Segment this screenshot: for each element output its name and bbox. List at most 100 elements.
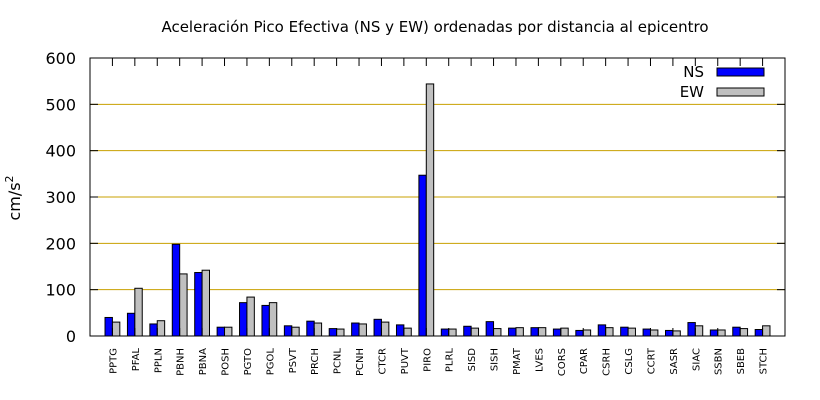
x-tick-label: PPTG xyxy=(108,348,119,374)
bar-ew-pcnl xyxy=(336,328,345,337)
bar-ew-pmat xyxy=(515,327,524,337)
bar-ew-pfal xyxy=(134,287,143,337)
bar-ns-sisd xyxy=(463,325,472,337)
bar-ew-siac xyxy=(694,325,704,337)
x-tick-label: SISH xyxy=(490,348,501,371)
x-tick-label: SISD xyxy=(467,348,478,372)
x-tick-label: PPLN xyxy=(153,348,164,373)
x-tick-label: PCNH xyxy=(355,348,366,376)
bar-ew-ppln xyxy=(156,320,166,337)
bar-ew-sasr xyxy=(672,330,681,337)
bar-ns-prch xyxy=(306,320,315,337)
bar-ns-sbeb xyxy=(732,326,741,337)
y-axis-ticks: 0 100 200 300 400 500 600 xyxy=(45,49,785,346)
bar-ns-puvt xyxy=(395,324,405,337)
bar-ns-psvt xyxy=(283,325,293,337)
bar-ew-posh xyxy=(224,326,233,337)
bar-ew-pgto xyxy=(246,296,255,337)
bar-ns-posh xyxy=(216,326,226,337)
bar-ns-ctcr xyxy=(373,318,382,337)
y-tick-label: 500 xyxy=(45,95,76,114)
bar-ew-pptg xyxy=(111,321,121,337)
bar-ns-pfal xyxy=(126,312,136,337)
bar-ns-stch xyxy=(754,329,764,337)
bar-ns-piro xyxy=(418,174,427,337)
bar-ew-puvt xyxy=(403,327,412,337)
bar-ns-cors xyxy=(552,328,562,337)
x-tick-label: CCRT xyxy=(646,347,657,374)
x-tick-label: PLRL xyxy=(445,348,456,373)
bar-ew-ssbn xyxy=(717,329,726,337)
bar-ns-pptg xyxy=(104,316,113,337)
legend-swatch-ns xyxy=(716,67,765,77)
x-tick-label: PBNA xyxy=(198,348,209,375)
bar-ns-sasr xyxy=(665,329,674,337)
x-tick-label: SASR xyxy=(669,348,680,375)
y-axis-label: cm/s2 xyxy=(3,175,24,220)
bar-ns-csrh xyxy=(597,324,607,337)
x-tick-label: PRCH xyxy=(310,348,321,375)
gridlines xyxy=(90,103,785,291)
x-tick-label: PIRO xyxy=(422,348,433,372)
x-tick-label: PMAT xyxy=(512,347,523,375)
y-tick-label: 100 xyxy=(45,281,76,300)
bar-ew-psvt xyxy=(291,326,300,337)
x-tick-label: PSVT xyxy=(288,347,299,373)
y-axis-label-unit: cm/s xyxy=(5,182,24,220)
bar-ew-cslg xyxy=(627,327,636,337)
legend: NS EW xyxy=(680,63,765,101)
x-tick-label: CPAR xyxy=(579,348,590,374)
bar-ns-pcnl xyxy=(328,328,338,337)
bar-ew-pgol xyxy=(268,302,278,337)
x-tick-label: POSH xyxy=(221,348,232,376)
bar-ew-ctcr xyxy=(380,321,390,337)
bar-ew-csrh xyxy=(605,327,614,337)
x-tick-label: CTCR xyxy=(377,348,388,374)
x-tick-label: CSRH xyxy=(602,348,613,376)
x-tick-label: PBNH xyxy=(176,348,187,376)
bar-ew-sisd xyxy=(470,327,480,337)
bar-ew-cors xyxy=(560,327,569,337)
bar-ns-pbnh xyxy=(171,243,181,337)
x-tick-label: PCNL xyxy=(333,348,344,374)
bar-ns-pgto xyxy=(239,302,248,337)
y-tick-label: 300 xyxy=(45,188,76,207)
bar-ew-cpar xyxy=(582,329,592,337)
bar-ns-ssbn xyxy=(709,329,719,337)
x-tick-label: PGTO xyxy=(243,348,254,376)
y-axis-label-exponent: 2 xyxy=(3,175,16,182)
legend-swatch-ew xyxy=(716,87,765,97)
bar-ew-plrl xyxy=(448,328,457,337)
bar-ns-sish xyxy=(485,321,495,337)
bar-ew-prch xyxy=(313,322,323,337)
x-tick-label: PUVT xyxy=(400,347,411,374)
bars xyxy=(104,83,771,337)
bar-ew-pbnh xyxy=(179,273,188,337)
x-tick-label: SIAC xyxy=(691,348,702,371)
x-tick-label: LVES xyxy=(534,348,545,372)
bar-ns-siac xyxy=(687,322,696,337)
y-tick-label: 0 xyxy=(66,327,76,346)
bar-ns-pbna xyxy=(194,272,203,337)
bar-ns-cpar xyxy=(575,329,584,337)
y-tick-label: 200 xyxy=(45,234,76,253)
bar-ns-pcnh xyxy=(351,322,360,337)
bar-ew-sish xyxy=(493,328,502,337)
legend-label-ns: NS xyxy=(683,63,704,81)
bar-ew-stch xyxy=(762,325,771,337)
x-tick-label: SBEB xyxy=(736,348,747,375)
bar-ns-ppln xyxy=(149,323,158,337)
bar-ns-plrl xyxy=(440,328,450,337)
x-tick-label: PGOL xyxy=(265,348,276,376)
x-axis-ticks: PPTG PFAL PPLN PBNH PBNA POSH PGTO PGOL PSVT PRCH… xyxy=(108,58,770,376)
x-tick-label: CORS xyxy=(557,348,568,376)
bar-ns-ccrt xyxy=(642,328,651,337)
x-tick-label: STCH xyxy=(759,348,770,374)
bar-ew-ccrt xyxy=(649,329,659,337)
legend-label-ew: EW xyxy=(680,83,704,101)
bar-ew-lves xyxy=(537,327,547,337)
y-tick-label: 600 xyxy=(45,49,76,68)
bar-ns-pgol xyxy=(261,304,270,337)
x-tick-label: PFAL xyxy=(131,348,142,372)
chart-title: Aceleración Pico Efectiva (NS y EW) orde… xyxy=(161,18,708,36)
